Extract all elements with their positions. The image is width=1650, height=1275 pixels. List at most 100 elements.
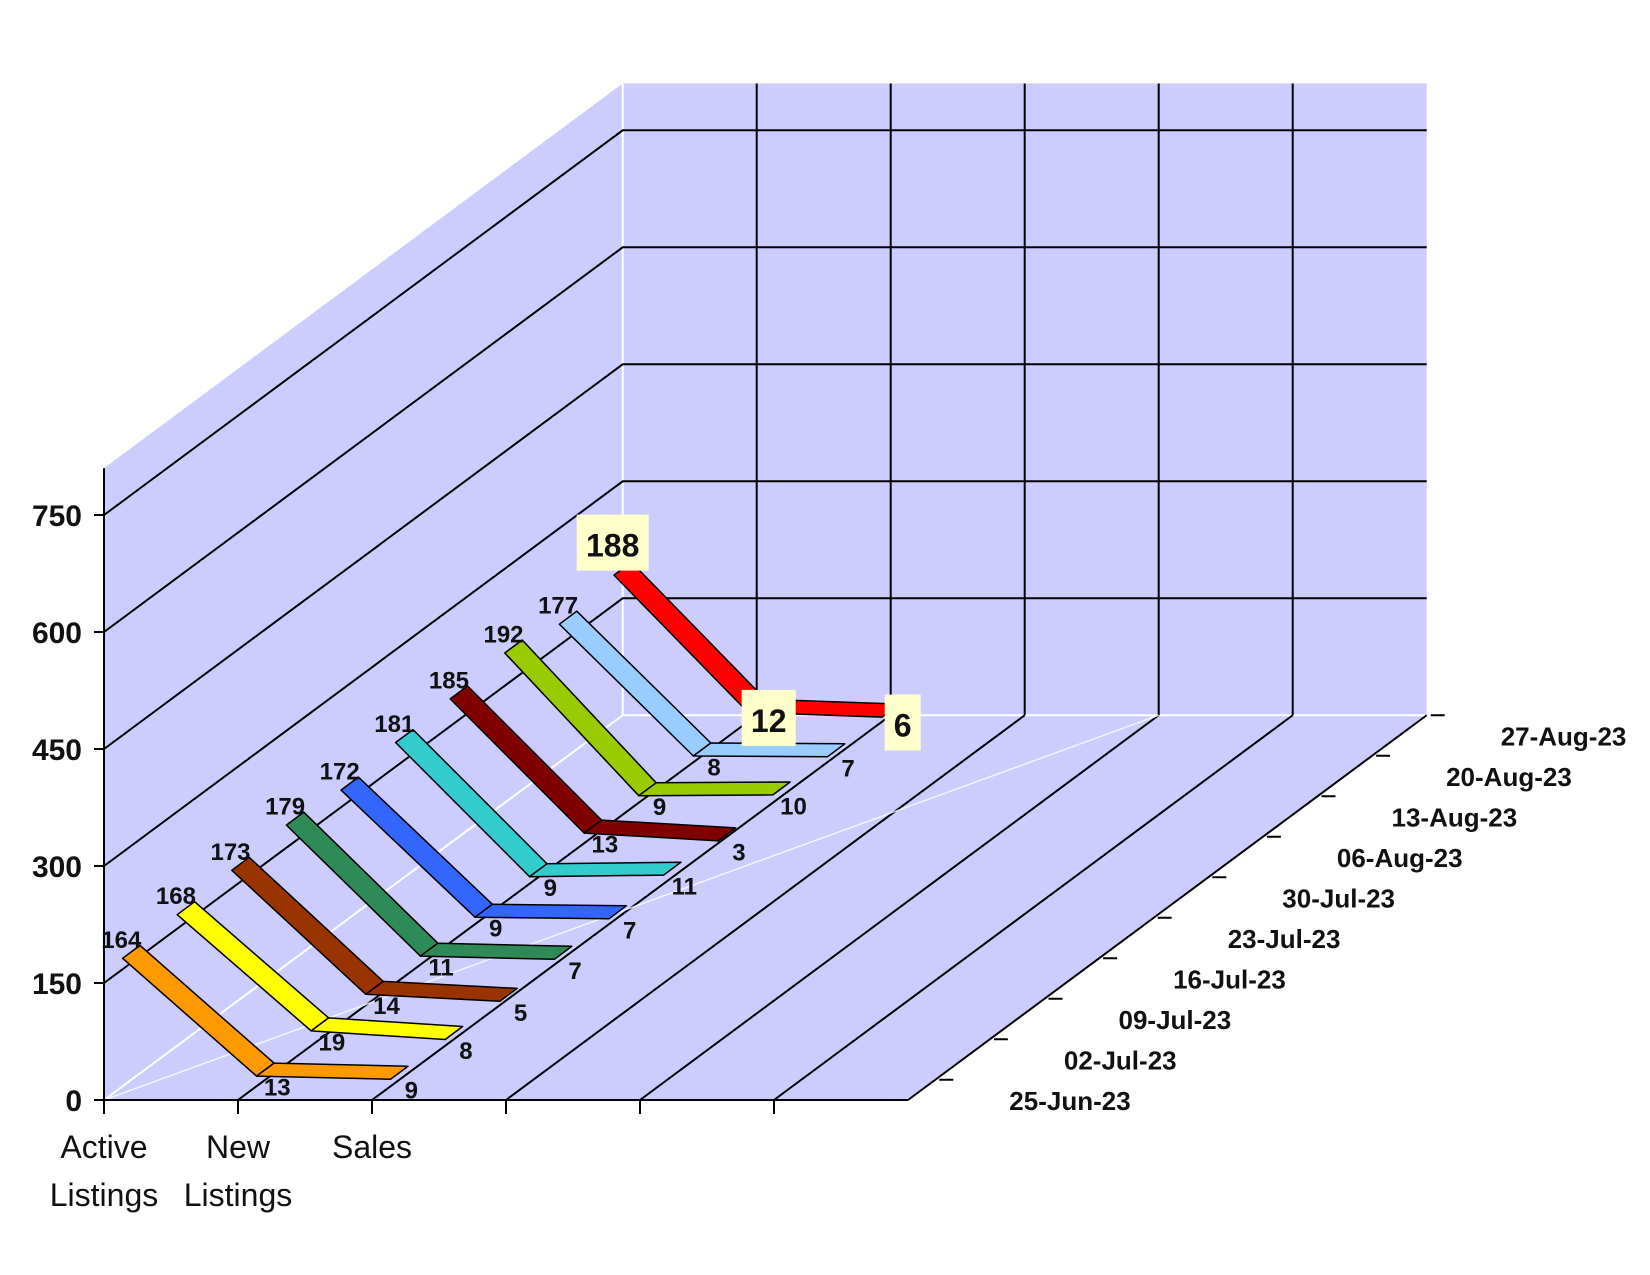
data-label: 7 [841, 755, 854, 782]
series-16-jul-23 [285, 811, 573, 961]
data-label-text: 12 [751, 703, 787, 739]
data-label: 14 [373, 993, 400, 1020]
data-label: 19 [319, 1029, 346, 1056]
line-segment [583, 819, 737, 842]
data-label: 9 [544, 875, 557, 902]
y-tick-label: 150 [32, 968, 82, 1001]
data-label: 188 [576, 514, 649, 571]
data-label-box [576, 514, 649, 571]
series-13-aug-23 [504, 639, 791, 797]
series-02-jul-23 [176, 900, 464, 1041]
z-tick-label-02-jul-23: 02-Jul-23 [1064, 1045, 1177, 1075]
data-label: 164 [101, 927, 142, 954]
data-label-text: 8 [459, 1038, 472, 1065]
data-label: 185 [429, 667, 469, 694]
data-label: 8 [707, 755, 720, 782]
x-tick-label-active-listings: Listings [50, 1177, 159, 1213]
z-tick-label-27-aug-23: 27-Aug-23 [1501, 721, 1627, 751]
data-label-text: 192 [483, 621, 523, 648]
data-label-text: 8 [707, 755, 720, 782]
y-tick-label: 600 [32, 617, 82, 650]
line-segment [528, 861, 682, 878]
data-label-text: 9 [405, 1078, 418, 1105]
z-tick-label-30-jul-23: 30-Jul-23 [1282, 883, 1395, 913]
line-segment [692, 742, 846, 758]
y-tick-label: 750 [32, 500, 82, 533]
data-label-text: 19 [319, 1029, 346, 1056]
z-axis [907, 714, 1428, 1101]
z-tick-label-09-jul-23: 09-Jul-23 [1119, 1005, 1232, 1035]
data-label-text: 9 [653, 794, 666, 821]
y-tick-label: 300 [32, 851, 82, 884]
data-label-text: 164 [101, 927, 142, 954]
data-label: 9 [489, 916, 502, 943]
x-tick-label-new-listings: New [206, 1129, 271, 1165]
series-30-jul-23 [394, 728, 682, 878]
data-label-text: 6 [894, 708, 912, 744]
z-tick-label-25-jun-23: 25-Jun-23 [1009, 1086, 1130, 1116]
data-label-text: 173 [210, 839, 250, 866]
data-label: 7 [568, 958, 581, 985]
data-label: 192 [483, 621, 523, 648]
data-label-text: 9 [544, 875, 557, 902]
z-tick-label-20-aug-23: 20-Aug-23 [1446, 762, 1572, 792]
y-tick-label: 0 [65, 1085, 82, 1118]
line-segment [255, 1062, 409, 1080]
data-label: 172 [320, 759, 360, 786]
z-tick-label-13-aug-23: 13-Aug-23 [1392, 802, 1518, 832]
line-segment [474, 903, 628, 920]
data-label: 9 [405, 1078, 418, 1105]
chart-series [121, 561, 901, 1080]
data-label: 7 [623, 917, 636, 944]
series-06-aug-23 [449, 685, 737, 842]
data-label-text: 188 [586, 528, 639, 564]
data-label: 168 [156, 883, 196, 910]
data-label: 8 [459, 1038, 472, 1065]
data-label: 179 [265, 794, 305, 821]
x-tick-label-active-listings: Active [60, 1129, 147, 1165]
data-label-text: 5 [514, 1000, 527, 1027]
line-segment [365, 980, 518, 1003]
z-tick-label-06-aug-23: 06-Aug-23 [1337, 843, 1463, 873]
series-25-jun-23 [121, 944, 409, 1080]
chart-grid [103, 83, 1428, 1101]
floor-gridline [505, 714, 1026, 1101]
line-segment [638, 781, 791, 797]
data-label: 9 [653, 794, 666, 821]
data-label: 13 [264, 1075, 291, 1102]
y-tick-label: 450 [32, 734, 82, 767]
data-label-text: 10 [780, 793, 807, 820]
series-09-jul-23 [231, 856, 518, 1003]
data-label-text: 179 [265, 794, 305, 821]
data-label: 11 [672, 874, 697, 901]
data-label: 12 [741, 689, 796, 746]
data-label: 13 [592, 832, 619, 859]
data-label-text: 177 [538, 593, 578, 620]
data-label-text: 9 [489, 916, 502, 943]
data-label: 5 [514, 1000, 527, 1027]
data-label-text: 14 [373, 993, 400, 1020]
floor-guide [103, 714, 1159, 1101]
data-label: 6 [884, 694, 921, 751]
z-tick-label-16-jul-23: 16-Jul-23 [1173, 964, 1286, 994]
x-tick-label-sales: Sales [332, 1129, 412, 1165]
data-label-text: 7 [568, 958, 581, 985]
data-label-text: 168 [156, 883, 196, 910]
chart-axes: 0 150 300 450 600 750 Active Listings New Listing… [32, 468, 1626, 1213]
data-label-box [741, 689, 796, 746]
line-segment [419, 942, 573, 961]
series-20-aug-23 [558, 610, 846, 758]
floor-gridline [773, 714, 1294, 1101]
data-label: 11 [428, 955, 453, 982]
x-tick-label-new-listings: Listings [184, 1177, 293, 1213]
data-label-text: 11 [672, 874, 697, 901]
z-tick-label-23-jul-23: 23-Jul-23 [1228, 924, 1341, 954]
data-label-text: 7 [623, 917, 636, 944]
chart-data-labels: 164 13 9 168 19 8 173 14 5 179 11 7 172 9 7 181 9 11 185 13… [101, 514, 921, 1105]
data-label: 181 [374, 711, 414, 738]
data-label-text: 11 [428, 955, 453, 982]
series-23-jul-23 [340, 776, 628, 920]
data-label: 10 [780, 793, 807, 820]
data-label: 3 [732, 839, 745, 866]
